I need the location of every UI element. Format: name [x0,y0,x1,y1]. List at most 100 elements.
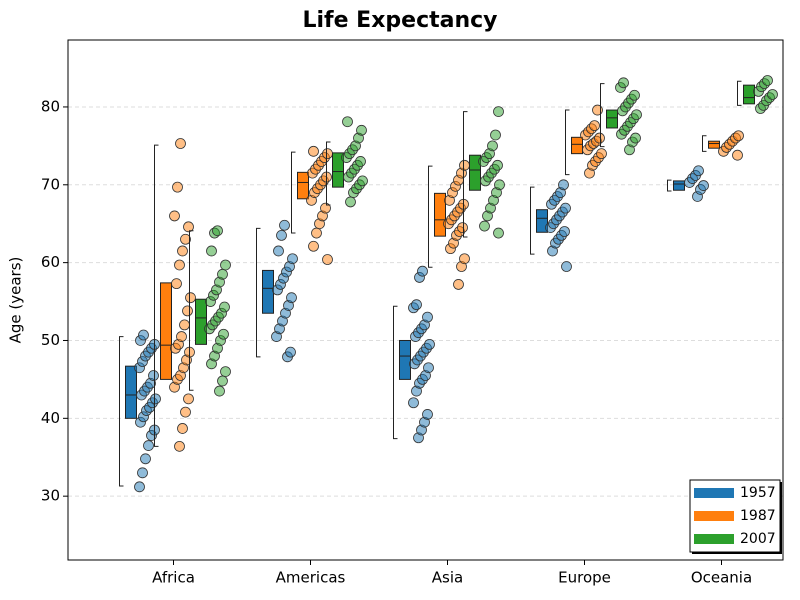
box [125,365,137,419]
data-point [631,109,642,121]
data-point [134,481,145,493]
whisker [189,230,194,391]
box [673,180,685,191]
data-point [311,227,322,239]
box [571,136,583,155]
y-tick-label: 60 [41,253,60,271]
data-point [356,124,367,136]
box [606,109,618,129]
y-tick-label: 30 [41,487,60,505]
legend-label: 1957 [740,485,776,501]
data-point [177,245,188,257]
whisker [600,83,605,148]
data-point [322,148,333,160]
data-point [487,140,498,152]
data-point [733,130,744,142]
x-tick-label: Asia [432,569,463,587]
whisker [428,165,433,268]
data-point [175,138,186,149]
y-axis-label: Age (years) [7,257,25,344]
data-point [140,453,151,465]
data-point [618,77,629,89]
data-point [424,338,435,350]
data-point [560,202,571,214]
chart-title: Life Expectancy [302,8,497,33]
whisker [393,305,398,440]
data-point [180,233,191,245]
data-point [493,106,504,118]
box [536,209,548,233]
legend-swatch [694,511,734,521]
data-point [286,292,297,304]
legend-swatch [694,488,734,498]
data-point [287,253,298,265]
data-point [212,225,223,237]
data-point [217,375,228,387]
data-point [630,132,641,144]
data-point [422,409,433,420]
data-point [143,440,154,451]
data-point [767,89,778,100]
box [399,339,411,380]
legend-swatch [694,534,734,544]
data-point [492,159,503,171]
data-point [220,259,231,271]
data-point [171,278,182,290]
data-point [479,220,490,232]
y-tick-label: 80 [41,97,60,115]
box [195,298,207,345]
data-point [218,328,229,340]
data-point [183,221,194,233]
data-point [490,129,501,141]
data-point [422,311,433,323]
data-point [494,179,505,191]
data-point [276,229,287,241]
whisker [119,336,124,487]
data-point [217,268,228,280]
data-point [493,227,504,239]
box [708,140,720,149]
x-tick-label: Americas [276,569,346,587]
whisker [667,179,672,192]
box [434,192,446,237]
data-point [459,253,470,265]
data-point [182,305,193,317]
data-point [206,245,217,257]
legend-label: 2007 [740,531,776,547]
box [160,282,172,380]
data-point [629,89,640,101]
data-point [596,148,607,160]
data-point [423,362,434,374]
data-point [357,175,368,187]
data-point [342,116,353,128]
y-tick-label: 70 [41,175,60,193]
data-point [185,292,196,304]
data-point [285,346,296,358]
data-point [417,265,428,277]
data-point [561,261,572,272]
data-point [177,423,188,434]
x-tick-label: Oceania [691,569,752,587]
box [743,84,755,105]
data-point [355,156,366,167]
data-point [308,240,319,252]
data-point [698,180,709,191]
legend-label: 1987 [740,508,776,524]
data-point [732,149,743,161]
box [297,171,309,200]
whisker [565,109,570,176]
whisker [326,141,331,206]
data-point [559,226,570,237]
data-point [762,75,773,86]
data-point [453,279,464,290]
x-tick-label: Africa [152,569,195,587]
data-point [176,331,187,342]
data-point [457,222,468,234]
data-point [150,393,161,405]
data-point [179,319,190,331]
plot-frame [67,39,784,561]
x-tick-label: Europe [558,569,611,587]
y-tick-label: 40 [41,409,60,427]
box [332,152,344,188]
